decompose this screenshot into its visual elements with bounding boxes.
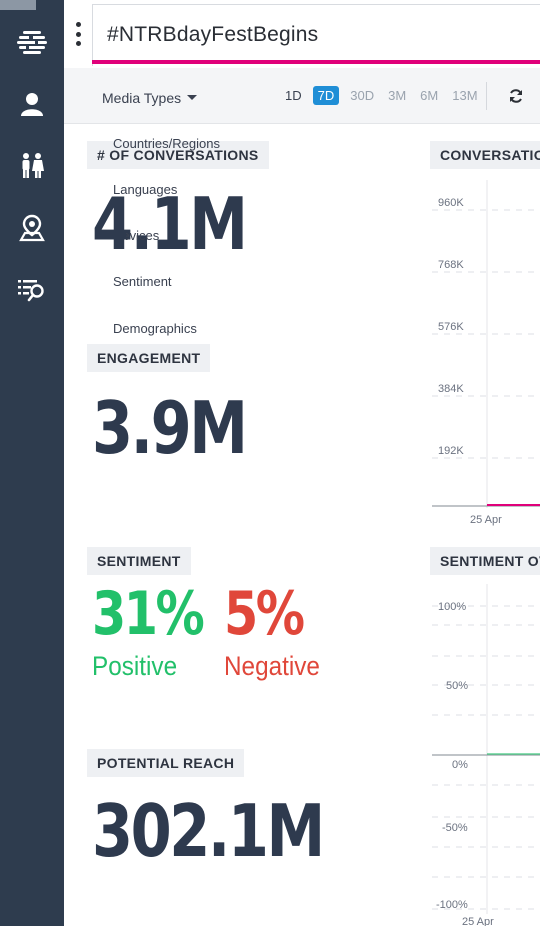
positive-label: Positive bbox=[92, 651, 178, 681]
dropdown-item-languages[interactable]: Languages bbox=[113, 182, 178, 197]
sidebar-top-accent bbox=[0, 0, 36, 10]
range-30d[interactable]: 30D bbox=[350, 88, 375, 103]
range-1d[interactable]: 1D bbox=[285, 88, 302, 103]
conversations-chart-label: CONVERSATIONS bbox=[430, 141, 540, 169]
engagement-card-label: ENGAGEMENT bbox=[87, 344, 211, 372]
chevron-down-icon bbox=[187, 95, 198, 100]
sent-y-tick: 0% bbox=[452, 759, 468, 771]
toolbar-divider bbox=[486, 82, 487, 110]
conv-y-tick: 384K bbox=[438, 383, 464, 395]
list-search-icon[interactable] bbox=[14, 272, 50, 308]
sent-y-tick: -50% bbox=[442, 822, 468, 834]
search-underline bbox=[92, 60, 540, 64]
sentiment-chart-label: SENTIMENT OVER TIME bbox=[430, 547, 540, 575]
sent-y-tick: -100% bbox=[436, 899, 468, 911]
sentiment-chart: 100% 50% 0% -50% -100% 25 Apr bbox=[432, 584, 540, 926]
sent-y-tick: 100% bbox=[438, 601, 466, 613]
conv-y-tick: 576K bbox=[438, 321, 464, 333]
range-7d[interactable]: 7D bbox=[312, 86, 340, 105]
media-types-dropdown[interactable]: Media Types bbox=[102, 90, 198, 106]
conversations-chart: 960K 768K 576K 384K 192K 25 Apr bbox=[432, 180, 540, 526]
range-13m[interactable]: 13M bbox=[452, 88, 478, 103]
engagement-value: 3.9M bbox=[92, 386, 248, 470]
negative-label: Negative bbox=[224, 651, 320, 681]
time-range-selector: 1D 7D 30D 3M 6M 13M bbox=[282, 86, 481, 105]
dropdown-item-sentiment[interactable]: Sentiment bbox=[113, 274, 172, 289]
range-6m[interactable]: 6M bbox=[420, 88, 439, 103]
reach-card-label: POTENTIAL REACH bbox=[87, 749, 245, 777]
sidebar bbox=[0, 0, 64, 926]
conversations-chart-grid bbox=[432, 209, 540, 459]
dropdown-item-demographics[interactable]: Demographics bbox=[113, 321, 197, 336]
conversations-card-label: # OF CONVERSATIONS bbox=[87, 141, 269, 169]
sent-y-tick: 50% bbox=[446, 680, 468, 692]
sentiment-card-label: SENTIMENT bbox=[87, 547, 191, 575]
media-types-label: Media Types bbox=[102, 90, 182, 106]
dropdown-item-devices[interactable]: Devices bbox=[113, 228, 160, 243]
location-pin-icon[interactable] bbox=[14, 210, 50, 246]
toolbar: Media Types 1D 7D 30D 3M 6M 13M bbox=[64, 68, 540, 124]
dropdown-item-countries[interactable]: Countries/Regions bbox=[113, 136, 220, 151]
conversations-value: 4.1M bbox=[92, 182, 248, 266]
refresh-icon[interactable] bbox=[508, 88, 524, 109]
person-icon[interactable] bbox=[14, 86, 50, 122]
conv-x-tick: 25 Apr bbox=[470, 514, 502, 526]
main-panel: #NTRBdayFestBegins Media Types 1D 7D 30D… bbox=[64, 0, 540, 926]
sent-x-tick: 25 Apr bbox=[462, 916, 494, 926]
conv-y-tick: 960K bbox=[438, 197, 464, 209]
search-header: #NTRBdayFestBegins bbox=[64, 0, 540, 68]
reach-value: 302.1M bbox=[92, 789, 325, 873]
positive-percent: 31% bbox=[92, 579, 205, 649]
stream-icon[interactable] bbox=[14, 24, 50, 60]
conv-y-tick: 768K bbox=[438, 259, 464, 271]
search-input[interactable]: #NTRBdayFestBegins bbox=[92, 4, 540, 66]
negative-percent: 5% bbox=[224, 579, 305, 649]
people-icon[interactable] bbox=[14, 148, 50, 184]
range-3m[interactable]: 3M bbox=[388, 88, 407, 103]
more-menu-icon[interactable] bbox=[74, 22, 82, 46]
sentiment-chart-grid bbox=[432, 605, 540, 910]
dashboard-content: # OF CONVERSATIONS 4.1M Countries/Region… bbox=[64, 124, 540, 926]
conv-y-tick: 192K bbox=[438, 445, 464, 457]
search-query: #NTRBdayFestBegins bbox=[107, 23, 319, 46]
